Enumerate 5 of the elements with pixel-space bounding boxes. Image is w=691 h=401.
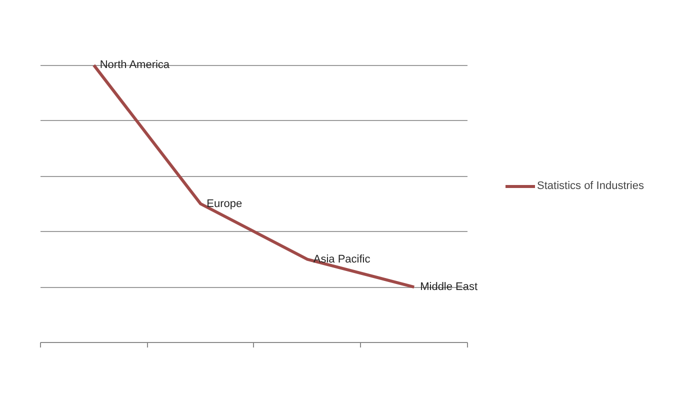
x-tick-label: Europe [206,198,242,210]
x-tick-label: North America [100,59,170,72]
x-tick-label: Asia Pacific [313,253,371,266]
legend-label: Statistics of Industries [537,180,644,192]
x-tick-label: Middle East [420,281,478,294]
